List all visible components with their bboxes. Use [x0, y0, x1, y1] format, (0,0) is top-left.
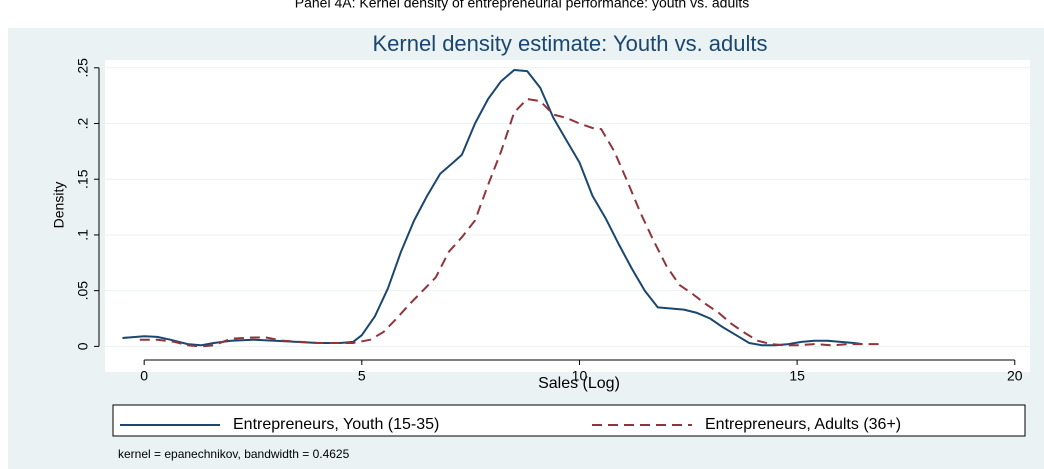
chart-title: Kernel density estimate: Youth vs. adult…: [372, 31, 767, 56]
panel-title: Panel 4A: Kernel density of entrepreneur…: [295, 0, 749, 11]
x-tick-label: 10: [572, 368, 588, 384]
y-tick-label: 0: [75, 342, 91, 350]
note: kernel = epanechnikov, bandwidth = 0.462…: [118, 447, 350, 461]
y-axis-title: Density: [51, 182, 67, 229]
x-tick-label: 0: [140, 368, 148, 384]
x-axis-title: Sales (Log): [538, 375, 620, 392]
y-tick-label: .2: [75, 117, 91, 129]
y-tick-label: .05: [75, 281, 91, 301]
series-line: [139, 98, 880, 348]
y-tick-label: .15: [75, 169, 91, 189]
plot-area: [105, 60, 1030, 372]
x-tick-label: 20: [1007, 368, 1023, 384]
y-tick-label: .1: [75, 229, 91, 241]
x-tick-label: 5: [358, 368, 366, 384]
series-line: [122, 69, 863, 347]
y-tick-label: .25: [75, 58, 91, 78]
x-tick-label: 15: [789, 368, 805, 384]
legend: [112, 404, 1026, 437]
legend-label: Entrepreneurs, Youth (15-35): [233, 416, 439, 433]
legend-label: Entrepreneurs, Adults (36+): [705, 416, 901, 433]
